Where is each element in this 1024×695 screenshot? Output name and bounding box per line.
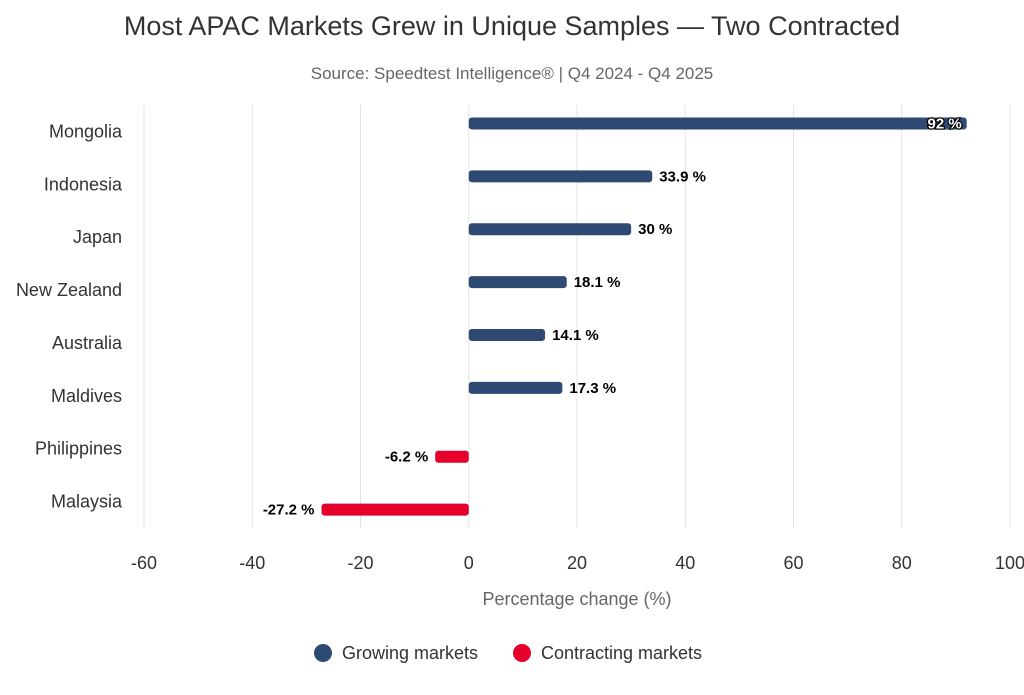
category-label: Malaysia — [51, 492, 123, 512]
bar-new-zealand — [468, 276, 567, 289]
category-label: Australia — [52, 333, 123, 353]
bar-maldives — [468, 381, 563, 394]
x-tick-label: 20 — [567, 553, 587, 573]
legend-item[interactable]: Contracting markets — [513, 643, 702, 663]
bar-indonesia — [468, 170, 653, 183]
x-tick-label: 100 — [995, 553, 1024, 573]
data-label: 17.3 % — [569, 380, 616, 397]
data-label: -6.2 % — [385, 449, 428, 466]
legend-marker-icon — [314, 644, 332, 662]
bar-malaysia — [321, 503, 469, 516]
legend-marker-icon — [513, 644, 531, 662]
chart-subtitle: Source: Speedtest Intelligence® | Q4 202… — [311, 64, 714, 83]
bar-japan — [468, 223, 632, 236]
legend: Growing markets Contracting markets — [314, 643, 702, 663]
legend-item[interactable]: Growing markets — [314, 643, 478, 663]
x-tick-label: -40 — [239, 553, 265, 573]
legend-label: Growing markets — [342, 643, 478, 663]
data-label: -27.2 % — [263, 502, 315, 519]
category-label: New Zealand — [16, 280, 122, 300]
data-label: 18.1 % — [574, 274, 621, 291]
x-tick-label: -20 — [347, 553, 373, 573]
x-tick-label: 80 — [892, 553, 912, 573]
data-label: 30 % — [638, 221, 672, 238]
chart-title: Most APAC Markets Grew in Unique Samples… — [124, 11, 900, 41]
bar-mongolia — [468, 117, 967, 130]
x-tick-labels: -60 -40 -20 0 20 40 60 80 100 — [131, 553, 1024, 573]
x-tick-label: 0 — [464, 553, 474, 573]
data-label: 92 % — [927, 115, 961, 132]
bars: 92 % 33.9 % 30 % 18.1 % 14.1 % 17.3 % -6.2 % -2… — [263, 114, 967, 519]
x-tick-label: -60 — [131, 553, 157, 573]
data-label: 33.9 % — [659, 168, 706, 185]
category-label: Maldives — [51, 386, 122, 406]
x-axis-label: Percentage change (%) — [482, 589, 671, 609]
category-label: Mongolia — [49, 121, 123, 141]
bar-philippines — [435, 450, 469, 463]
x-tick-label: 40 — [675, 553, 695, 573]
category-label: Philippines — [35, 439, 122, 459]
legend-label: Contracting markets — [541, 643, 702, 663]
data-label: 14.1 % — [552, 327, 599, 344]
gridlines — [143, 105, 1011, 528]
category-labels: Mongolia Indonesia Japan New Zealand Austral… — [16, 121, 123, 511]
x-tick-label: 60 — [783, 553, 803, 573]
category-label: Japan — [73, 227, 122, 247]
category-label: Indonesia — [44, 174, 123, 194]
bar-australia — [468, 328, 546, 341]
